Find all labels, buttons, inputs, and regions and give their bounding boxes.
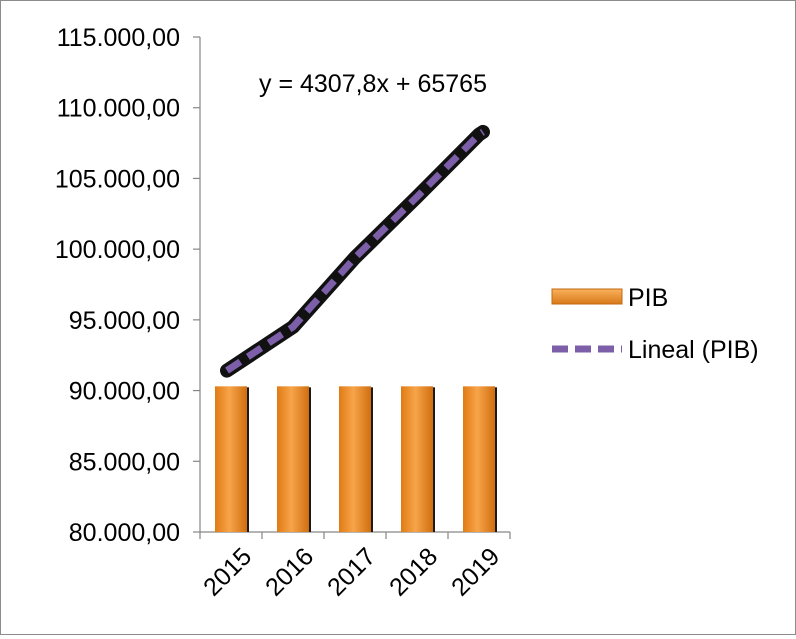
trendline-outline [220,124,490,378]
bar-2015 [215,386,247,532]
y-tick-label: 90.000,00 [69,378,180,406]
trendline-lineal-pib [225,129,485,374]
y-tick-label: 80.000,00 [69,519,180,547]
y-tick-label: 100.000,00 [55,236,180,264]
x-tick-label: 2016 [260,542,319,601]
bar-2019 [463,386,495,532]
x-tick-label: 2018 [384,542,443,601]
bar-2017 [339,386,371,532]
x-tick-label: 2019 [446,542,505,601]
y-tick-label: 110.000,00 [57,95,180,123]
y-tick-label: 95.000,00 [69,307,180,335]
legend-label-lineal: Lineal (PIB) [628,336,759,364]
legend: PIB Lineal (PIB) [551,284,759,364]
y-tick-label: 85.000,00 [69,448,180,476]
legend-label-pib: PIB [628,284,668,312]
y-tick-label: 105.000,00 [55,165,180,193]
trendline-equation: y = 4307,8x + 65765 [259,70,487,98]
x-tick-label: 2017 [322,542,381,601]
y-tick-label: 115.000,00 [57,24,180,52]
legend-swatch-pib [551,288,623,305]
x-tick-label: 2015 [198,542,257,601]
bar-2018 [401,386,433,532]
bar-2016 [277,386,309,532]
